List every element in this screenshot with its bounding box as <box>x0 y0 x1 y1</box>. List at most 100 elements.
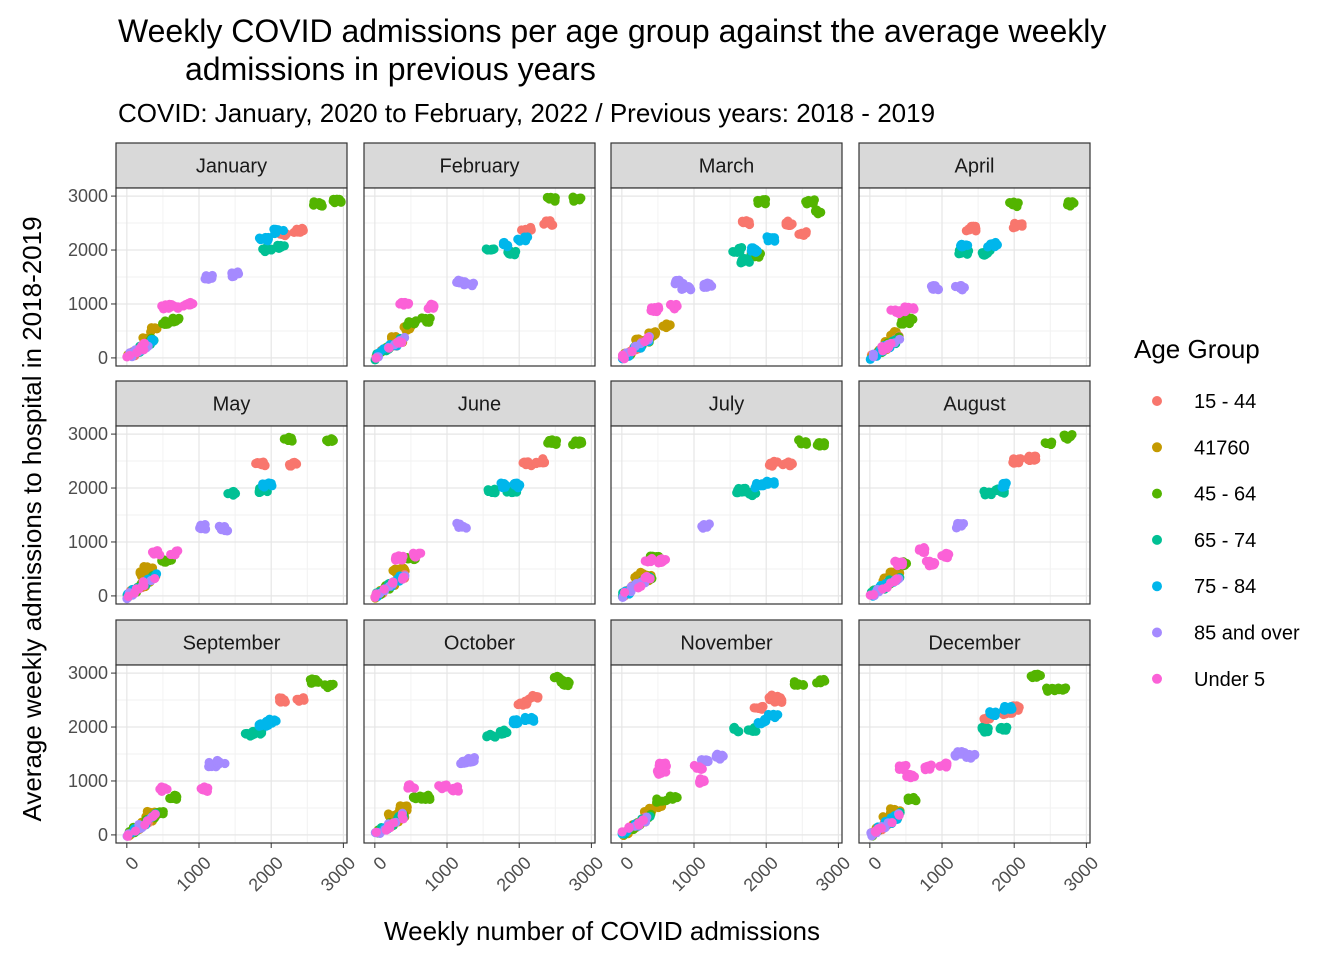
strip-label-may: May <box>213 394 251 416</box>
x-tick-label: 3000 <box>317 853 359 895</box>
point-45-64 <box>305 675 315 685</box>
panel-border <box>363 664 596 844</box>
point-65-74 <box>248 726 258 737</box>
point-15-44 <box>1023 453 1033 463</box>
point-15-44 <box>523 457 533 467</box>
panel-september: September 0 1000 2000 3000 0 1000 2000 3000 <box>68 619 359 895</box>
legend-label-85-and-over: 85 and over <box>1194 623 1300 645</box>
point-45-64 <box>324 680 335 691</box>
point-45-64 <box>796 439 806 449</box>
point-65-74 <box>261 243 271 254</box>
point-45-64 <box>815 678 826 688</box>
point-45-64 <box>330 198 340 208</box>
point-under-5 <box>892 574 902 584</box>
legend-label-41760: 41760 <box>1194 437 1250 459</box>
point-45-64 <box>410 318 420 328</box>
legend-key-41760 <box>1152 442 1162 453</box>
point-under-5 <box>865 590 875 600</box>
point-under-5 <box>387 578 397 588</box>
point-65-74 <box>486 245 496 255</box>
point-under-5 <box>129 588 140 598</box>
point-under-5 <box>896 763 906 773</box>
point-under-5 <box>642 571 652 582</box>
point-15-44 <box>768 458 779 469</box>
point-75-84 <box>999 705 1010 715</box>
point-85-and-over <box>950 281 961 292</box>
point-75-84 <box>523 232 533 242</box>
x-tick-label: 3000 <box>1060 853 1102 895</box>
point-15-44 <box>968 221 978 231</box>
point-85-and-over <box>465 755 475 765</box>
point-15-44 <box>526 222 536 233</box>
panel-border <box>363 187 596 367</box>
point-under-5 <box>694 762 704 772</box>
legend-key-15-44 <box>1152 396 1162 406</box>
point-under-5 <box>151 547 162 557</box>
panel-march: March <box>610 142 843 367</box>
point-75-84 <box>261 716 272 727</box>
panel-border <box>363 425 596 605</box>
point-65-74 <box>728 247 738 257</box>
point-65-74 <box>274 242 284 252</box>
y-tick-label: 2000 <box>68 478 108 498</box>
panel-may: May 0 1000 2000 3000 <box>68 380 348 606</box>
point-85-and-over <box>672 276 682 287</box>
legend-title: Age Group <box>1134 334 1260 364</box>
legend-label-15-44: 15 - 44 <box>1194 391 1256 413</box>
chart-title-line2: admissions in previous years <box>185 51 596 87</box>
point-under-5 <box>942 551 952 561</box>
panel-july: July <box>610 380 843 605</box>
point-45-64 <box>1058 683 1069 694</box>
point-45-64 <box>908 314 918 324</box>
point-under-5 <box>403 783 413 793</box>
panel-november: November 0 1000 2000 3000 <box>610 619 854 895</box>
point-45-64 <box>1062 434 1073 444</box>
strip-july <box>610 380 843 427</box>
point-75-84 <box>267 481 277 491</box>
point-85-and-over <box>963 751 973 761</box>
legend-label-45-64: 45 - 64 <box>1194 484 1256 506</box>
strip-may <box>115 380 348 427</box>
point-65-74 <box>736 256 747 267</box>
strip-label-october: October <box>444 633 515 655</box>
point-under-5 <box>385 823 395 833</box>
point-15-44 <box>298 693 308 703</box>
point-under-5 <box>150 809 160 819</box>
point-under-5 <box>139 338 150 348</box>
strip-december <box>858 619 1091 666</box>
strip-label-january: January <box>196 156 267 178</box>
point-75-84 <box>271 224 281 234</box>
point-85-and-over <box>200 274 210 284</box>
legend: Age Group 15 - 44 41760 45 - 64 65 - 74 75 -… <box>1134 334 1300 691</box>
point-85-and-over <box>222 526 233 536</box>
point-45-64 <box>403 319 413 329</box>
point-under-5 <box>904 772 914 782</box>
strip-label-june: June <box>458 394 501 416</box>
legend-key-45-64 <box>1152 488 1162 499</box>
point-under-5 <box>919 547 930 557</box>
point-15-44 <box>280 697 290 707</box>
point-45-64 <box>551 436 562 446</box>
point-under-5 <box>398 298 408 308</box>
point-65-74 <box>229 489 239 499</box>
point-under-5 <box>887 818 897 828</box>
point-75-84 <box>754 480 764 490</box>
panel-border <box>610 187 843 367</box>
point-15-44 <box>257 460 267 470</box>
point-under-5 <box>181 300 191 310</box>
point-15-44 <box>545 218 555 229</box>
point-75-84 <box>990 237 1001 248</box>
point-under-5 <box>408 548 418 558</box>
point-75-84 <box>769 478 779 488</box>
point-under-5 <box>379 584 389 594</box>
point-under-5 <box>122 352 132 362</box>
strip-label-march: March <box>699 156 755 178</box>
point-under-5 <box>697 775 707 785</box>
point-85-and-over <box>229 269 239 279</box>
x-tick-label: 0 <box>864 853 885 874</box>
strip-label-august: August <box>943 394 1006 416</box>
point-15-44 <box>738 218 748 228</box>
point-under-5 <box>619 354 629 364</box>
point-under-5 <box>894 810 904 820</box>
y-tick-label: 3000 <box>68 424 108 444</box>
